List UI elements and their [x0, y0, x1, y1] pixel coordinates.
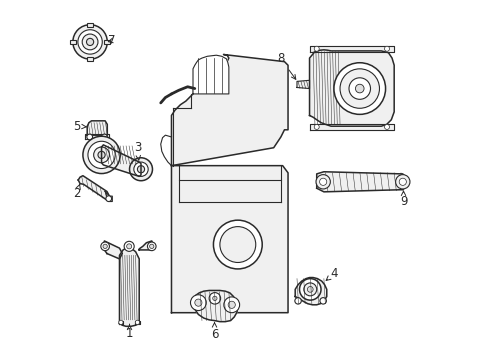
Circle shape [149, 244, 154, 248]
Polygon shape [105, 192, 112, 202]
Circle shape [314, 46, 319, 51]
Polygon shape [103, 241, 122, 259]
Circle shape [304, 283, 317, 296]
Circle shape [295, 298, 301, 304]
Circle shape [334, 63, 386, 114]
Circle shape [94, 147, 109, 163]
Circle shape [224, 297, 240, 313]
Circle shape [88, 141, 115, 168]
Circle shape [220, 226, 256, 262]
Circle shape [195, 299, 202, 306]
Circle shape [87, 39, 94, 45]
Text: 7: 7 [108, 34, 115, 48]
Circle shape [307, 287, 313, 292]
Circle shape [355, 84, 364, 93]
Circle shape [101, 242, 109, 251]
Polygon shape [135, 320, 140, 324]
FancyBboxPatch shape [70, 40, 76, 44]
Circle shape [191, 295, 206, 311]
Circle shape [395, 175, 410, 189]
Polygon shape [87, 121, 107, 135]
Circle shape [316, 175, 330, 189]
FancyBboxPatch shape [87, 23, 93, 27]
Circle shape [385, 125, 390, 130]
Circle shape [340, 69, 379, 108]
Circle shape [213, 296, 217, 301]
Circle shape [129, 158, 152, 181]
Circle shape [82, 34, 98, 50]
Circle shape [103, 244, 107, 248]
Text: 3: 3 [134, 141, 141, 160]
Circle shape [106, 196, 112, 202]
Circle shape [385, 46, 390, 51]
Polygon shape [172, 166, 288, 313]
Circle shape [134, 162, 148, 176]
Polygon shape [119, 320, 123, 324]
Polygon shape [172, 54, 288, 166]
Circle shape [87, 134, 93, 140]
Polygon shape [85, 134, 109, 139]
Polygon shape [120, 248, 139, 326]
Text: 1: 1 [126, 324, 133, 340]
Text: 2: 2 [73, 184, 80, 200]
Circle shape [214, 220, 262, 269]
Circle shape [209, 293, 220, 304]
Polygon shape [295, 278, 327, 305]
Circle shape [126, 244, 132, 249]
Text: 9: 9 [400, 191, 407, 208]
Circle shape [73, 25, 107, 59]
Circle shape [98, 151, 105, 158]
Polygon shape [193, 291, 237, 321]
Circle shape [78, 30, 102, 54]
Circle shape [299, 279, 321, 300]
Polygon shape [310, 50, 394, 126]
Polygon shape [310, 125, 394, 130]
Text: 5: 5 [73, 120, 86, 133]
Circle shape [349, 78, 370, 99]
Circle shape [319, 178, 327, 185]
Circle shape [314, 125, 319, 130]
Circle shape [399, 178, 406, 185]
Circle shape [83, 136, 120, 174]
Text: 4: 4 [326, 267, 338, 280]
Polygon shape [310, 45, 394, 51]
Circle shape [137, 166, 145, 173]
Polygon shape [317, 172, 406, 192]
Polygon shape [297, 80, 310, 89]
Circle shape [124, 241, 134, 251]
Circle shape [228, 301, 235, 309]
Polygon shape [193, 55, 229, 94]
Circle shape [119, 320, 123, 324]
Text: 8: 8 [277, 52, 296, 79]
Circle shape [320, 298, 326, 304]
Circle shape [101, 134, 107, 140]
Polygon shape [139, 241, 153, 250]
Polygon shape [101, 145, 141, 176]
Circle shape [135, 320, 140, 324]
Text: 6: 6 [211, 323, 218, 341]
Polygon shape [78, 176, 109, 201]
FancyBboxPatch shape [104, 40, 110, 44]
Circle shape [147, 242, 156, 251]
FancyBboxPatch shape [87, 57, 93, 61]
